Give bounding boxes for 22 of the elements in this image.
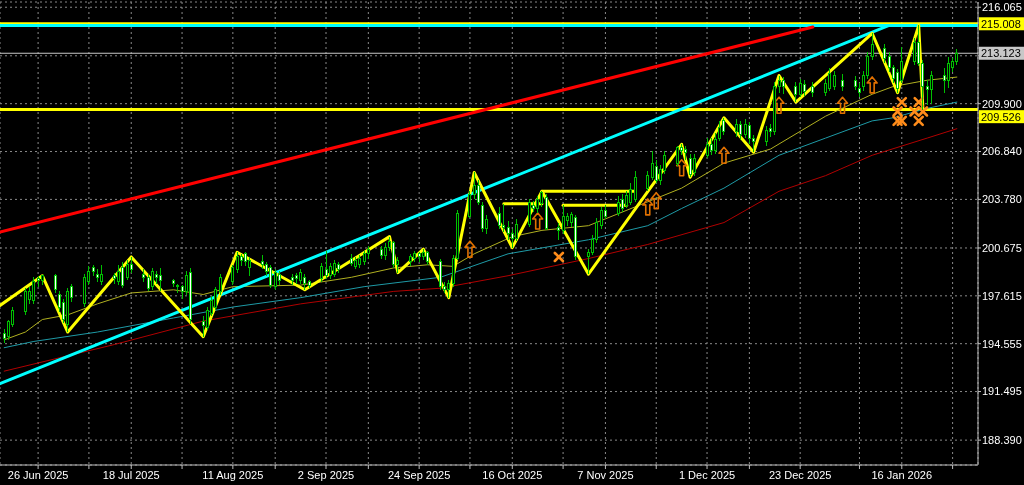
- y-tick-label: 216.065: [982, 1, 1022, 14]
- x-tick-label: 16 Oct 2025: [482, 468, 543, 481]
- y-tick-label: 200.675: [982, 241, 1022, 254]
- ref-line-label: 209.526: [981, 110, 1021, 123]
- x-tick-label: 11 Aug 2025: [202, 468, 264, 481]
- y-tick-label: 188.390: [982, 433, 1022, 446]
- x-tick-label: 16 Jan 2026: [871, 468, 933, 481]
- y-tick-label: 194.555: [982, 337, 1022, 350]
- ref-line-label: 215.008: [981, 17, 1021, 30]
- y-tick-label: 197.615: [982, 289, 1022, 302]
- y-tick-label: 206.840: [982, 145, 1022, 158]
- x-tick-label: 18 Jul 2025: [102, 468, 160, 481]
- x-tick-label: 7 Nov 2025: [577, 468, 634, 481]
- x-tick-label: 23 Dec 2025: [768, 468, 832, 481]
- x-tick-label: 24 Sep 2025: [387, 468, 451, 481]
- y-tick-label: 191.495: [982, 385, 1022, 398]
- x-tick-label: 2 Sep 2025: [297, 468, 355, 481]
- ref-line-label: 213.123: [981, 47, 1021, 60]
- y-tick-label: 209.900: [982, 97, 1022, 110]
- x-tick-label: 26 Jun 2025: [7, 468, 69, 481]
- x-tick-label: 1 Dec 2025: [678, 468, 736, 481]
- y-tick-label: 203.780: [982, 193, 1022, 206]
